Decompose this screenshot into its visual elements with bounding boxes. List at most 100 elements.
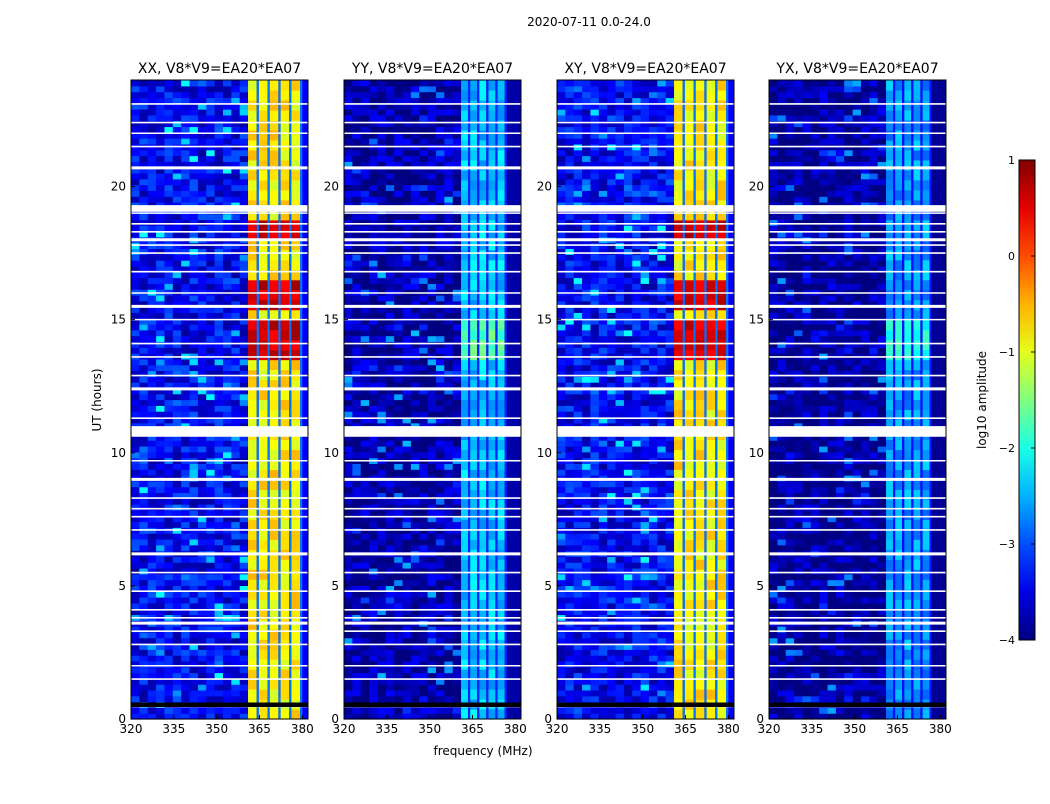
noise-cell	[206, 469, 215, 475]
noise-cell	[173, 214, 182, 220]
noise-cell	[574, 533, 583, 539]
band-cell	[488, 150, 495, 161]
noise-cell	[565, 278, 574, 284]
noise-cell	[240, 487, 249, 493]
noise-cell	[131, 580, 140, 586]
noise-cell	[156, 219, 165, 225]
noise-cell	[156, 86, 165, 92]
noise-cell	[453, 179, 462, 185]
noise-cell	[181, 638, 190, 644]
band-cell	[291, 170, 300, 181]
noise-cell	[231, 533, 240, 539]
noise-cell	[173, 312, 182, 318]
noise-cell	[131, 312, 140, 318]
noise-cell	[240, 109, 249, 115]
noise-cell	[411, 463, 420, 469]
noise-cell	[386, 126, 395, 132]
noise-cell	[361, 574, 370, 580]
noise-cell	[206, 411, 215, 417]
noise-cell	[419, 638, 428, 644]
noise-cell	[369, 341, 378, 347]
noise-cell	[139, 330, 148, 336]
band-cell	[488, 599, 495, 610]
noise-cell	[632, 556, 641, 562]
noise-cell	[344, 86, 353, 92]
noise-cell	[231, 278, 240, 284]
noise-cell	[377, 533, 386, 539]
band-cell	[270, 280, 279, 291]
noise-cell	[215, 452, 224, 458]
noise-cell	[386, 336, 395, 342]
noise-cell	[657, 673, 666, 679]
noise-cell	[206, 405, 215, 411]
noise-cell	[344, 341, 353, 347]
noise-cell	[666, 324, 675, 330]
noise-cell	[649, 568, 658, 574]
noise-cell	[582, 376, 591, 382]
noise-cell	[666, 283, 675, 289]
noise-cell	[616, 556, 625, 562]
noise-cell	[394, 347, 403, 353]
noise-cell	[632, 400, 641, 406]
band-cell	[270, 100, 279, 111]
noise-cell	[641, 510, 650, 516]
band-cell	[461, 100, 468, 111]
noise-cell	[590, 591, 599, 597]
noise-cell	[624, 504, 633, 510]
noise-cell	[156, 365, 165, 371]
noise-cell	[139, 463, 148, 469]
noise-cell	[616, 278, 625, 284]
noise-cell	[386, 260, 395, 266]
noise-cell	[607, 463, 616, 469]
noise-cell	[436, 463, 445, 469]
band-cell	[498, 340, 505, 351]
noise-cell	[231, 440, 240, 446]
noise-cell	[173, 533, 182, 539]
noise-cell	[361, 487, 370, 493]
noise-cell	[361, 521, 370, 527]
noise-cell	[624, 597, 633, 603]
band-cell	[488, 120, 495, 131]
band-cell	[488, 390, 495, 401]
noise-cell	[453, 603, 462, 609]
noise-cell	[419, 336, 428, 342]
noise-cell	[616, 347, 625, 353]
noise-cell	[444, 394, 453, 400]
noise-cell	[156, 156, 165, 162]
noise-cell	[139, 185, 148, 191]
noise-cell	[369, 603, 378, 609]
noise-cell	[181, 126, 190, 132]
noise-cell	[657, 411, 666, 417]
noise-cell	[411, 597, 420, 603]
noise-cell	[557, 341, 566, 347]
noise-cell	[206, 80, 215, 86]
noise-cell	[377, 539, 386, 545]
band-cell	[488, 559, 495, 570]
noise-cell	[190, 359, 199, 365]
noise-cell	[181, 150, 190, 156]
noise-cell	[156, 196, 165, 202]
noise-cell	[139, 504, 148, 510]
noise-cell	[215, 673, 224, 679]
noise-cell	[386, 469, 395, 475]
noise-cell	[139, 452, 148, 458]
noise-cell	[206, 126, 215, 132]
noise-cell	[377, 545, 386, 551]
noise-cell	[198, 562, 207, 568]
noise-cell	[164, 126, 173, 132]
noise-cell	[361, 248, 370, 254]
noise-cell	[386, 92, 395, 98]
noise-cell	[139, 580, 148, 586]
noise-cell	[444, 603, 453, 609]
band-cell	[291, 260, 300, 271]
band-cell	[248, 669, 257, 680]
band-cell	[270, 140, 279, 151]
noise-cell	[139, 92, 148, 98]
noise-cell	[599, 591, 608, 597]
noise-cell	[173, 469, 182, 475]
noise-cell	[649, 405, 658, 411]
noise-cell	[453, 185, 462, 191]
noise-cell	[369, 347, 378, 353]
noise-cell	[173, 463, 182, 469]
noise-cell	[164, 359, 173, 365]
